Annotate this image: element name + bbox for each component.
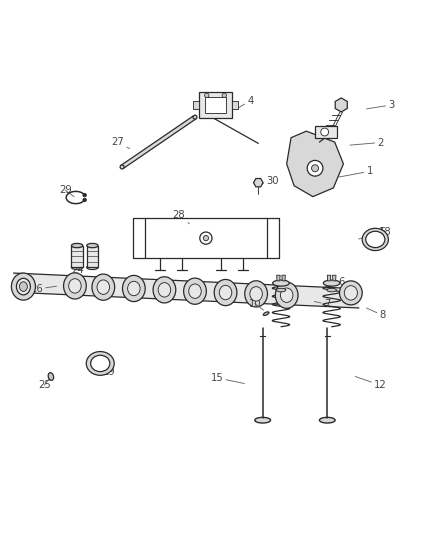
Text: 30: 30 [259, 176, 279, 187]
Text: 19: 19 [100, 362, 115, 377]
Polygon shape [282, 275, 286, 281]
Ellipse shape [11, 273, 35, 300]
Ellipse shape [214, 279, 237, 305]
FancyBboxPatch shape [199, 92, 232, 118]
Polygon shape [332, 275, 336, 281]
Circle shape [321, 128, 328, 136]
Polygon shape [327, 275, 331, 281]
FancyBboxPatch shape [193, 101, 199, 109]
Ellipse shape [280, 288, 293, 302]
Text: 25: 25 [38, 378, 51, 390]
Text: 5: 5 [359, 227, 386, 239]
Text: 26: 26 [30, 284, 57, 294]
Polygon shape [335, 98, 347, 112]
Ellipse shape [184, 278, 206, 304]
Ellipse shape [245, 281, 268, 307]
Circle shape [120, 165, 124, 169]
Ellipse shape [91, 356, 110, 372]
Ellipse shape [219, 285, 232, 300]
Ellipse shape [92, 274, 115, 300]
Text: 7: 7 [314, 300, 330, 310]
Ellipse shape [71, 265, 83, 270]
Ellipse shape [362, 228, 389, 251]
Polygon shape [277, 275, 280, 281]
Circle shape [200, 232, 212, 244]
Ellipse shape [16, 278, 30, 295]
Ellipse shape [158, 282, 171, 297]
Bar [87, 246, 98, 268]
Ellipse shape [276, 282, 298, 308]
Polygon shape [14, 273, 359, 308]
Text: 28: 28 [173, 210, 189, 224]
Ellipse shape [366, 231, 385, 248]
Ellipse shape [344, 286, 357, 300]
Ellipse shape [86, 352, 114, 375]
Ellipse shape [319, 417, 335, 423]
Text: 18: 18 [378, 227, 391, 237]
Text: 3: 3 [367, 100, 395, 110]
Polygon shape [254, 179, 263, 187]
Ellipse shape [127, 281, 140, 296]
Ellipse shape [276, 288, 286, 292]
Ellipse shape [250, 287, 262, 301]
Circle shape [193, 115, 197, 119]
Text: 10: 10 [248, 298, 264, 310]
Ellipse shape [87, 244, 98, 248]
Circle shape [203, 236, 208, 241]
Ellipse shape [339, 281, 362, 305]
Ellipse shape [255, 417, 271, 423]
Ellipse shape [64, 273, 86, 299]
Circle shape [205, 93, 209, 98]
Polygon shape [121, 116, 196, 168]
Ellipse shape [87, 265, 98, 270]
Bar [71, 246, 83, 268]
Ellipse shape [323, 280, 340, 286]
Polygon shape [287, 131, 343, 197]
Ellipse shape [189, 284, 201, 298]
Text: 29: 29 [59, 185, 74, 197]
Ellipse shape [69, 279, 81, 293]
Circle shape [83, 193, 86, 197]
Text: 8: 8 [367, 308, 386, 320]
FancyBboxPatch shape [232, 101, 238, 109]
Ellipse shape [97, 280, 110, 294]
Text: 2: 2 [350, 138, 384, 148]
Ellipse shape [19, 282, 27, 292]
Ellipse shape [263, 312, 269, 316]
Text: 12: 12 [355, 376, 387, 390]
Text: 15: 15 [210, 373, 244, 384]
Text: 4: 4 [237, 95, 254, 108]
Ellipse shape [71, 244, 83, 248]
FancyBboxPatch shape [205, 97, 226, 113]
Ellipse shape [153, 277, 176, 303]
Ellipse shape [327, 288, 336, 292]
Ellipse shape [273, 280, 289, 286]
Circle shape [222, 93, 226, 98]
Ellipse shape [48, 373, 53, 381]
FancyBboxPatch shape [315, 126, 337, 138]
Ellipse shape [123, 276, 145, 302]
Text: 27: 27 [111, 137, 130, 149]
Text: 1: 1 [339, 166, 373, 177]
Circle shape [311, 165, 318, 172]
Text: 6: 6 [327, 277, 344, 287]
Circle shape [83, 198, 86, 201]
Text: 24: 24 [71, 264, 83, 275]
Circle shape [307, 160, 323, 176]
